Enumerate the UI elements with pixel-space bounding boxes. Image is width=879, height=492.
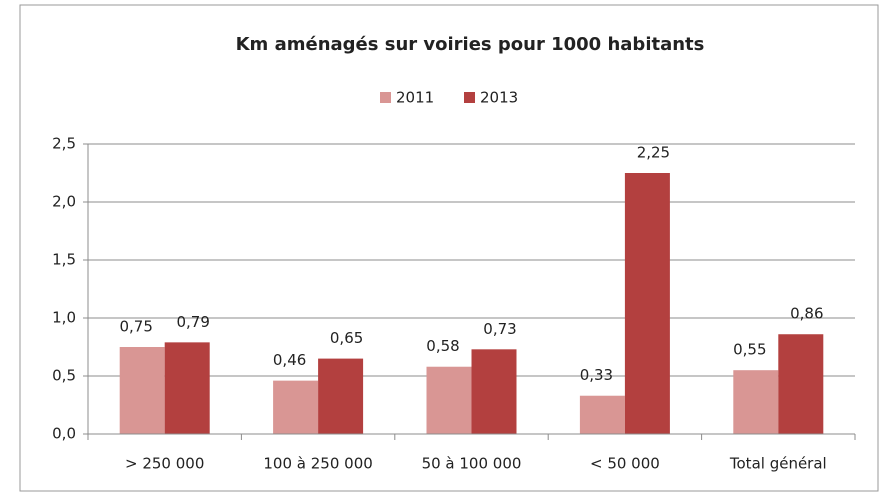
data-label: 0,86 [790,305,823,323]
bar [318,358,364,434]
x-tick-label: < 50 000 [590,455,660,473]
bar [273,380,319,434]
bar [579,395,625,434]
data-label: 0,55 [733,341,766,359]
bar [119,347,165,434]
y-tick-label: 1,5 [52,251,76,269]
bar [733,370,779,434]
data-label: 0,58 [426,337,459,355]
data-label: 0,46 [273,351,306,369]
bar [471,349,517,434]
x-tick-label: 100 à 250 000 [263,455,372,473]
bar [778,334,824,434]
data-label: 0,65 [330,329,363,347]
y-tick-label: 0,0 [52,425,76,443]
x-tick-label: Total général [729,455,827,473]
legend-label: 2011 [396,89,434,107]
x-tick-label: > 250 000 [125,455,204,473]
y-tick-label: 0,5 [52,367,76,385]
data-label: 0,73 [483,320,516,338]
x-tick-label: 50 à 100 000 [422,455,522,473]
legend-swatch [380,92,391,103]
y-tick-label: 2,0 [52,193,76,211]
data-label: 0,79 [176,313,209,331]
legend-swatch [464,92,475,103]
bar [624,173,670,434]
data-label: 0,33 [580,366,613,384]
bar [426,366,472,434]
y-tick-label: 2,5 [52,135,76,153]
data-label: 0,75 [119,318,152,336]
legend-label: 2013 [480,89,518,107]
y-tick-label: 1,0 [52,309,76,327]
bar [164,342,210,434]
data-label: 2,25 [637,144,670,162]
chart-title: Km aménagés sur voiries pour 1000 habita… [236,34,705,55]
